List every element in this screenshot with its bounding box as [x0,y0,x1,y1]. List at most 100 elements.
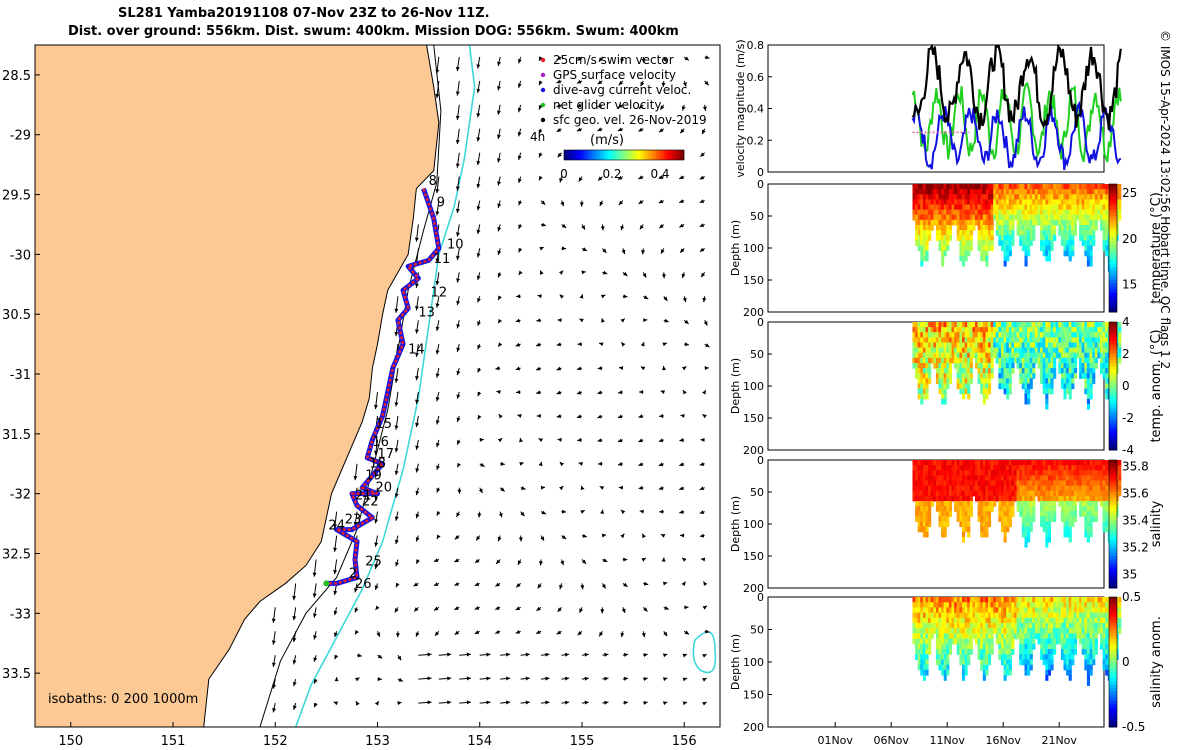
current-vector-arrow [415,320,419,334]
legend-marker-purple-dot [540,72,546,78]
current-vector-head [414,306,419,311]
current-vector-arrow [394,463,399,476]
current-vector-arrow [414,224,419,242]
current-vector-arrow [376,631,381,638]
current-vector-arrow [333,607,338,616]
vector-scale-label: 4h [530,130,545,144]
current-vector-head [333,524,338,529]
current-vector-arrow [373,391,378,410]
current-vector-head [373,404,378,410]
current-vector-head [334,632,338,637]
current-vector-arrow [377,654,383,659]
current-vector-head [292,595,297,601]
current-vector-arrow [394,607,399,613]
current-vector-arrow [272,702,277,713]
x-tick-label: 152 [263,734,288,749]
colorbar-segment [600,150,603,160]
colorbar-segment [668,150,671,160]
day-label: 25 [365,554,382,569]
current-vector-arrow [374,559,379,570]
day-label: 23 [345,513,362,528]
y-tick-label: 29.5 [2,189,31,204]
current-vector-head [313,657,318,662]
current-vector-arrow [394,535,399,545]
legend-marker-blue-dot [540,87,546,93]
current-vector-head [355,677,360,682]
current-vector-head [416,559,420,564]
current-vector-arrow [312,559,317,577]
legend-entry: GPS surface velocity [553,68,676,82]
current-vector-head [414,283,419,288]
x-tick-label: 156 [672,734,697,749]
colorbar-segment [628,150,631,160]
current-vector-head [374,564,379,569]
day-label: 15 [375,417,392,432]
colorbar-segment [626,150,629,160]
current-vector-head [374,519,379,524]
colorbar-segment [666,150,669,160]
net-velocity-marker [323,580,330,587]
colorbar-segment [576,150,579,160]
colorbar-tick-label: 0.2 [602,167,621,181]
current-vector-arrow [333,559,338,575]
current-vector-arrow [292,679,297,687]
y-tick-label: 28.5 [2,69,31,84]
current-vector-arrow [415,559,420,565]
current-vector-head [353,588,358,593]
current-vector-arrow [292,631,297,643]
current-vector-head [357,653,362,658]
current-vector-head [271,662,276,667]
current-vector-head [397,701,402,706]
current-vector-arrow [313,678,318,684]
colorbar-segment [634,150,637,160]
current-vector-head [415,537,420,542]
colorbar-segment [656,150,659,160]
current-vector-head [292,660,297,665]
current-vector-arrow [418,652,432,657]
current-vector-head [394,402,399,407]
current-vector-arrow [333,535,338,552]
current-vector-arrow [415,439,420,450]
current-vector-head [394,331,399,337]
colorbar-segment [608,150,611,160]
current-vector-head [395,633,400,638]
current-vector-head [272,684,277,689]
current-vector-head [376,632,381,637]
legend-marker-green-dot [540,102,546,108]
current-vector-head [312,593,317,598]
current-vector-arrow [271,631,276,645]
colorbar-segment [648,150,651,160]
y-tick-label: 33.5 [2,667,31,682]
current-vector-head [377,677,382,682]
day-label: 10 [447,237,464,252]
current-vector-head [292,681,297,687]
isobath-1000m [294,45,476,727]
current-vector-arrow [333,511,338,529]
current-vector-head [374,495,379,501]
colorbar-segment [644,150,647,160]
colorbar-segment [630,150,633,160]
current-vector-head [374,450,379,455]
colorbar-tick-label: 0 [560,167,568,181]
colorbar-segment [672,150,675,160]
current-vector-head [353,475,358,481]
colorbar-segment [674,150,677,160]
day-label: 22 [362,495,379,510]
isobath-200m [259,45,442,727]
day-label: 9 [437,196,445,211]
colorbar-segment [582,150,585,160]
x-tick-label: 155 [570,734,595,749]
day-label: 12 [431,285,448,300]
x-tick-label: 154 [467,734,492,749]
current-vector-head [292,705,297,710]
colorbar-segment [604,150,607,160]
current-vector-arrow [292,583,297,601]
current-vector-arrow [355,700,360,706]
current-vector-arrow [375,605,380,611]
current-vector-arrow [395,559,399,567]
isobath-seamount [692,631,717,674]
current-vector-arrow [312,607,317,618]
current-vector-arrow [292,702,297,710]
colorbar-segment [612,150,615,160]
current-vector-arrow [415,631,420,638]
